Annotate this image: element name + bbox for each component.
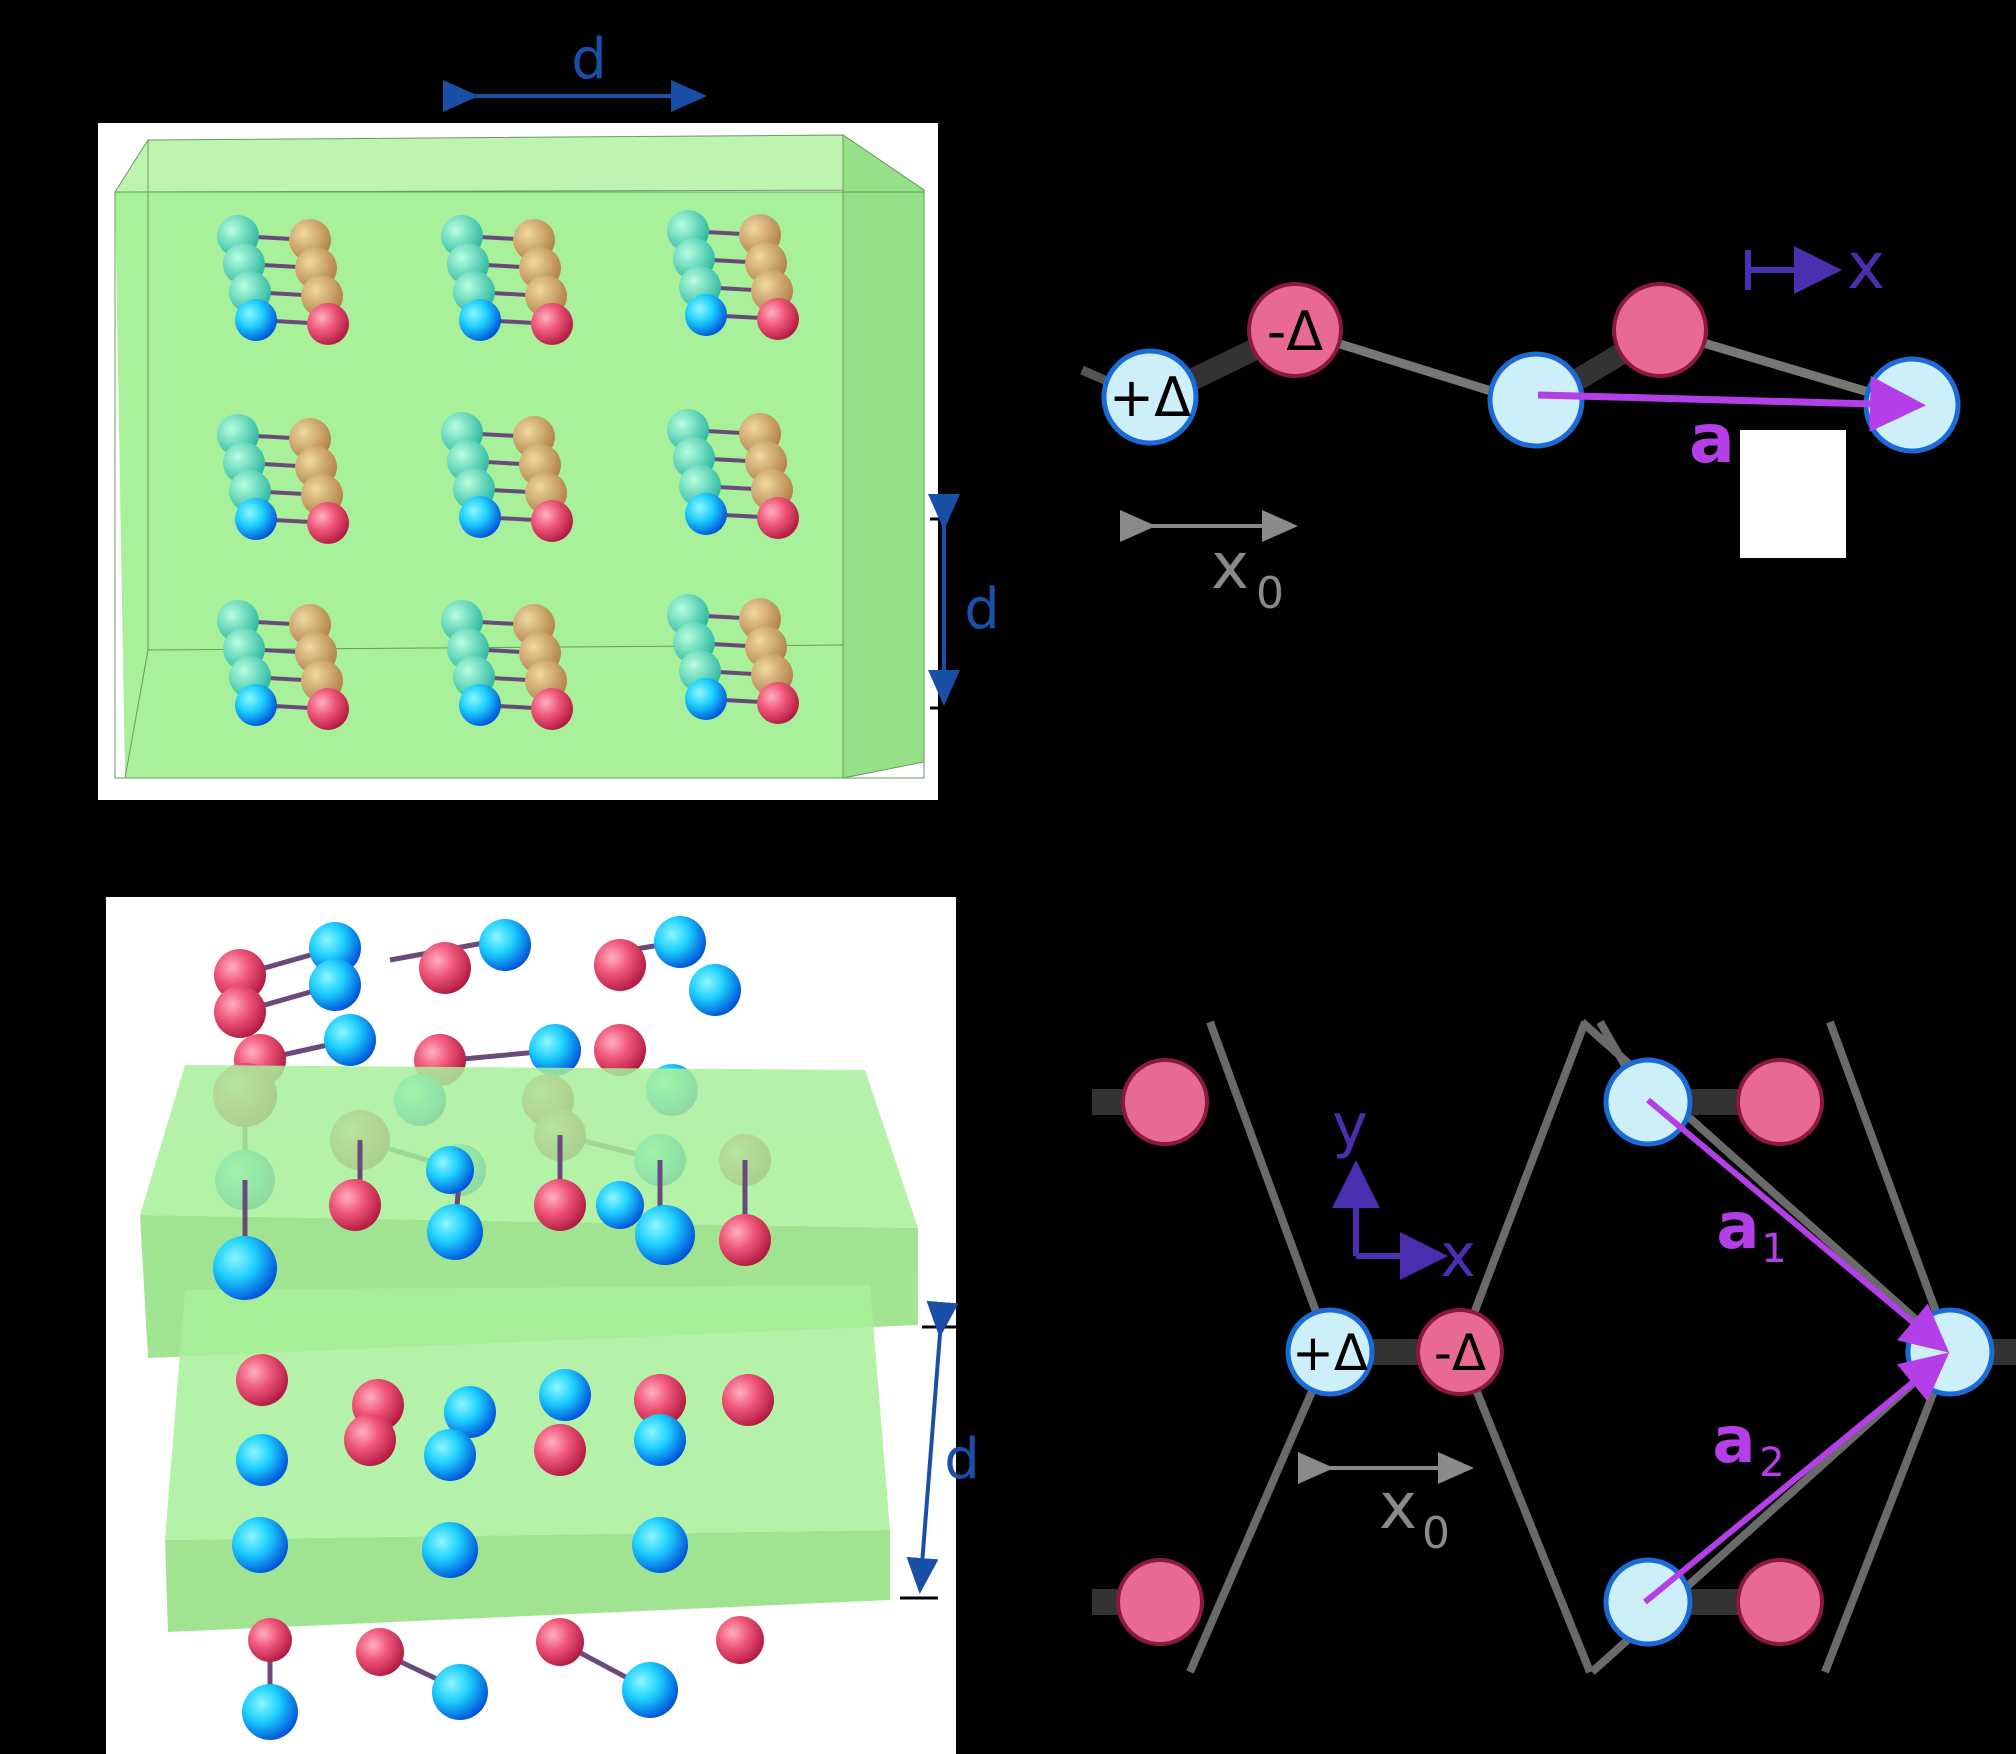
label-a1-sub: 1	[1761, 1226, 1786, 1272]
atom	[716, 1616, 764, 1664]
label-d-top: d	[571, 27, 607, 92]
nanowire-stack	[441, 600, 573, 730]
vector-a	[1537, 375, 1926, 432]
atom	[329, 1179, 381, 1231]
label-plus-delta: +Δ	[1109, 366, 1191, 429]
dimension-d-side: d	[928, 494, 1000, 710]
site-minus-delta	[1247, 282, 1343, 378]
atom	[594, 939, 646, 991]
label-axis-x: x	[1847, 230, 1885, 304]
label-vector-a: a	[1689, 400, 1735, 479]
br-site-pink-bl	[1116, 1558, 1204, 1646]
br-site-blue-right	[1905, 1307, 1995, 1397]
label-a2: a	[1712, 1404, 1755, 1478]
br-label-plus-delta: +Δ	[1292, 1324, 1368, 1382]
nanowire-stacks	[217, 210, 799, 730]
atom	[236, 1434, 288, 1486]
atom	[529, 1024, 581, 1076]
panel-top-right: +Δ -Δ a x x 0	[1080, 230, 1961, 619]
nanowire-stack	[441, 215, 573, 345]
atom	[594, 1024, 646, 1076]
label-d-side: d	[964, 577, 1000, 642]
br-site-plus-delta	[1285, 1307, 1375, 1397]
atom	[427, 1204, 483, 1260]
br-label-spacing-sub: 0	[1422, 1508, 1450, 1559]
atom	[689, 964, 741, 1016]
atom	[236, 1354, 288, 1406]
atom	[309, 959, 361, 1011]
dimension-d-top: d	[443, 27, 707, 112]
site-blue-2	[1487, 351, 1585, 449]
atom	[424, 1429, 476, 1481]
atom	[432, 1664, 488, 1720]
atom	[632, 1517, 688, 1573]
label-spacing-sub: 0	[1256, 568, 1284, 619]
atom	[536, 1618, 584, 1666]
white-patch	[1740, 430, 1846, 558]
br-site-pink-tl	[1121, 1058, 1209, 1146]
label-minus-delta: -Δ	[1267, 300, 1323, 363]
atom	[422, 1522, 478, 1578]
br-site-pink-br	[1736, 1558, 1824, 1646]
label-axis-y: y	[1332, 1091, 1368, 1161]
nanowire-stack	[217, 414, 349, 544]
atom	[534, 1424, 586, 1476]
label-d-bl: d	[944, 1427, 980, 1492]
atom	[634, 1374, 686, 1426]
atom	[622, 1662, 678, 1718]
nanowire-stack	[217, 600, 349, 730]
br-label-minus-delta: -Δ	[1434, 1324, 1486, 1382]
atom	[635, 1205, 695, 1265]
nanowire-stack	[667, 409, 799, 539]
label-a2-sub: 2	[1759, 1440, 1784, 1486]
atom	[722, 1374, 774, 1426]
atom	[539, 1369, 591, 1421]
atom	[242, 1684, 298, 1740]
atom	[534, 1179, 586, 1231]
label-a1: a	[1716, 1190, 1759, 1264]
vector-a2	[1643, 1352, 1950, 1605]
nanowire-stack	[667, 210, 799, 340]
atom	[213, 1236, 277, 1300]
atom	[248, 1618, 292, 1662]
site-pink-2	[1612, 282, 1708, 378]
atom	[324, 1014, 376, 1066]
nanowire-stack	[441, 412, 573, 542]
bl-atoms-front	[213, 1135, 774, 1740]
atom	[419, 942, 471, 994]
atom	[214, 986, 266, 1038]
atom	[232, 1517, 288, 1573]
slab-lower	[165, 1285, 890, 1632]
atom	[634, 1414, 686, 1466]
atom	[344, 1414, 396, 1466]
br-label-spacing-x: x	[1379, 1470, 1417, 1544]
panel-bottom-right: +Δ -Δ a 1 a 2 y x x 0	[1092, 1019, 2016, 1675]
br-site-pink-tr	[1736, 1058, 1824, 1146]
atom	[654, 916, 706, 968]
site-plus-delta	[1101, 348, 1199, 446]
br-site-minus-delta	[1416, 1308, 1504, 1396]
atom	[719, 1214, 771, 1266]
atom	[444, 1386, 496, 1438]
atom	[479, 919, 531, 971]
vector-a1	[1646, 1097, 1950, 1353]
dimension-d-bl: d	[900, 1300, 980, 1600]
atom	[356, 1628, 404, 1676]
atom	[309, 922, 361, 974]
atom	[596, 1181, 644, 1229]
atom	[426, 1146, 474, 1194]
atom	[214, 949, 266, 1001]
nanowire-stack	[217, 215, 349, 345]
label-axis-x-br: x	[1440, 1221, 1476, 1291]
panel-bottom-left: d	[106, 897, 980, 1754]
nanowire-stack	[667, 594, 799, 724]
panel-top-left: d d	[98, 27, 1000, 800]
label-spacing-x: x	[1211, 530, 1249, 604]
